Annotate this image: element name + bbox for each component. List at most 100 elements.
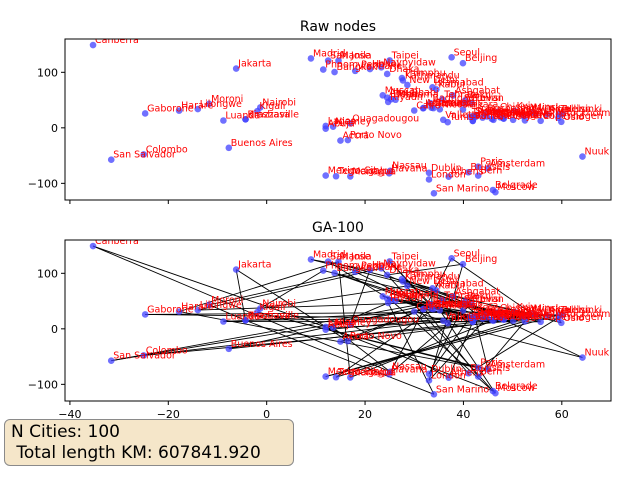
city-label: Kigali bbox=[259, 101, 285, 112]
city-label: Harare bbox=[181, 101, 213, 112]
city-label: Valletta bbox=[445, 311, 481, 322]
city-point bbox=[386, 57, 393, 64]
city-point bbox=[433, 86, 440, 93]
city-point bbox=[459, 106, 467, 113]
city-label: Riyadh bbox=[390, 92, 423, 103]
city-label: Kinshasa bbox=[248, 310, 290, 321]
city-point bbox=[307, 256, 315, 263]
city-point bbox=[242, 116, 249, 123]
city-point bbox=[331, 68, 338, 76]
city-point bbox=[428, 305, 435, 312]
y-tick-label: −100 bbox=[28, 177, 58, 190]
city-label: Skopje bbox=[475, 106, 507, 117]
y-tick-label: 0 bbox=[51, 122, 58, 135]
city-label: Moroni bbox=[211, 295, 243, 306]
city-label: Nairobi bbox=[262, 298, 296, 309]
city-label: Taipei bbox=[391, 251, 419, 262]
city-label: Belgrade bbox=[489, 307, 532, 318]
city-label: Zagreb bbox=[494, 109, 528, 120]
city-label: Helsinki bbox=[565, 104, 602, 115]
city-label: Podgorica bbox=[477, 308, 524, 319]
city-point bbox=[392, 96, 399, 104]
city-point bbox=[399, 77, 407, 84]
city-point bbox=[488, 316, 496, 324]
city-label: Vilnius bbox=[538, 305, 569, 316]
city-label: Damascus bbox=[433, 299, 482, 310]
city-label: Sarajevo bbox=[485, 309, 527, 320]
route-segment bbox=[235, 269, 246, 321]
city-point bbox=[532, 311, 540, 319]
city-label: San Marino bbox=[436, 384, 489, 395]
city-label: Doha bbox=[393, 290, 418, 301]
city-point bbox=[404, 282, 411, 290]
city-label: Nicosia bbox=[442, 300, 476, 311]
city-label: Abu Dhabi bbox=[389, 88, 438, 99]
city-label: Luanda bbox=[225, 110, 260, 121]
city-point bbox=[521, 117, 529, 124]
y-tick-label: 0 bbox=[51, 323, 58, 336]
city-point bbox=[175, 107, 183, 114]
city-label: Zagreb bbox=[494, 310, 528, 321]
city-point bbox=[194, 105, 202, 113]
city-label: New Delhi bbox=[409, 75, 457, 86]
city-point bbox=[232, 266, 240, 273]
city-point bbox=[225, 345, 233, 353]
city-label: Valletta bbox=[445, 110, 481, 121]
city-label: Islamabad bbox=[434, 77, 483, 88]
city-point bbox=[89, 242, 97, 250]
chart-panel-1: Raw nodes Canberra Jakarta Moroni Nairobi Lil… bbox=[28, 19, 612, 204]
city-label: Tegucigalpa bbox=[337, 367, 394, 378]
city-point bbox=[543, 111, 550, 118]
y-tick-label: 100 bbox=[37, 66, 58, 79]
route-segment bbox=[468, 314, 564, 374]
city-label: Oslo bbox=[563, 112, 584, 123]
city-point bbox=[445, 374, 452, 381]
city-point bbox=[430, 391, 438, 398]
city-point bbox=[346, 173, 354, 180]
city-label: Tegucigalpa bbox=[337, 166, 394, 177]
city-label: Jerusalem bbox=[424, 98, 472, 109]
route-segment bbox=[436, 289, 501, 319]
city-point bbox=[332, 373, 340, 381]
city-label: Brussels bbox=[470, 162, 510, 173]
city-label: Skopje bbox=[475, 307, 507, 318]
city-point bbox=[511, 107, 518, 115]
route-segment bbox=[380, 268, 494, 392]
x-tick-label: −40 bbox=[58, 408, 81, 421]
city-label: Naypyidaw bbox=[383, 57, 436, 68]
city-label: Helsinki bbox=[565, 305, 602, 316]
city-label: Budapest bbox=[502, 107, 547, 118]
total-length-text: Total length KM: 607841.920 bbox=[11, 443, 261, 463]
city-point bbox=[469, 318, 477, 326]
city-label: Oslo bbox=[563, 313, 584, 324]
city-label: Amman bbox=[426, 299, 463, 310]
city-label: Vienna bbox=[506, 310, 539, 321]
city-label: Muscat bbox=[385, 85, 419, 96]
y-tick-label: −100 bbox=[28, 378, 58, 391]
city-label: Beijing bbox=[465, 254, 497, 265]
city-point bbox=[220, 117, 227, 124]
city-label: Seoul bbox=[454, 248, 480, 259]
city-point bbox=[492, 188, 499, 196]
city-label: Belgrade bbox=[495, 381, 538, 392]
city-point bbox=[448, 54, 455, 61]
city-label: Moscow bbox=[497, 182, 535, 193]
city-label: Nicosia bbox=[442, 99, 476, 110]
city-point bbox=[492, 389, 499, 397]
city-point bbox=[462, 297, 469, 305]
city-label: Tbilisi bbox=[473, 294, 501, 305]
city-point bbox=[558, 118, 565, 126]
city-point bbox=[425, 370, 433, 378]
city-label: Stockholm bbox=[560, 309, 610, 320]
route-segment bbox=[143, 320, 514, 356]
info-box: N Cities: 100 Total length KM: 607841.92… bbox=[4, 419, 294, 466]
city-point bbox=[322, 125, 330, 132]
city-label: Athens bbox=[451, 167, 484, 178]
route-segment bbox=[428, 303, 465, 375]
x-tick-label: 20 bbox=[358, 408, 372, 421]
city-point bbox=[558, 319, 565, 327]
city-point bbox=[399, 278, 407, 285]
route-segment bbox=[323, 270, 541, 323]
city-label: Tallinn bbox=[560, 104, 591, 115]
city-label: Bratislava bbox=[505, 108, 552, 119]
